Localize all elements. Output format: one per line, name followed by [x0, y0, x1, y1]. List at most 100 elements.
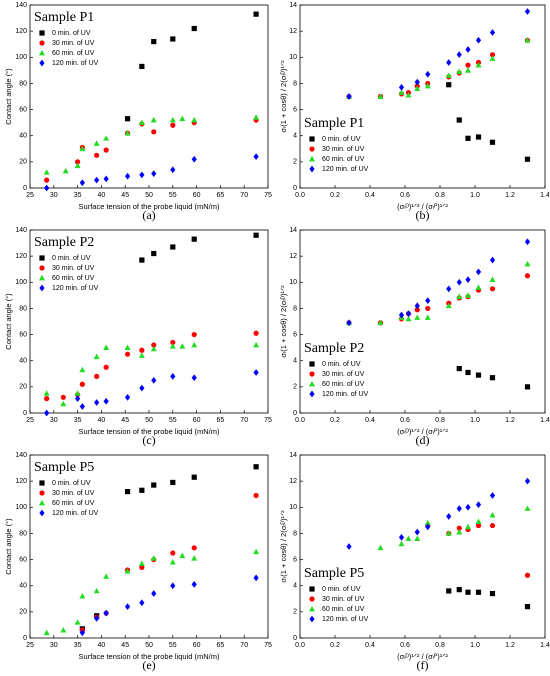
legend-label: 0 min. of UV — [322, 586, 361, 593]
x-tick-label: 30 — [50, 642, 58, 649]
marker — [475, 518, 482, 525]
marker — [191, 581, 197, 588]
y-tick-label: 40 — [19, 583, 27, 590]
y-tick-label: 20 — [19, 384, 27, 391]
series — [425, 522, 531, 578]
y-tick-label: 0 — [293, 635, 297, 642]
marker — [465, 589, 471, 595]
legend-label: 30 min. of UV — [52, 490, 95, 497]
y-tick-label: 8 — [293, 530, 297, 537]
marker — [170, 244, 176, 250]
marker — [524, 384, 531, 390]
marker — [253, 11, 259, 17]
x-tick-label: 1.2 — [505, 642, 515, 649]
marker — [456, 529, 463, 535]
x-tick-label: 50 — [145, 192, 153, 199]
legend-marker — [39, 284, 45, 292]
x-tick-label: 1.4 — [540, 417, 550, 424]
legend-marker — [309, 605, 315, 612]
marker — [456, 365, 462, 372]
marker — [524, 260, 531, 267]
marker — [43, 390, 50, 396]
marker — [93, 140, 100, 146]
marker — [489, 276, 496, 283]
x-tick-label: 55 — [169, 417, 177, 424]
marker — [74, 619, 81, 625]
x-tick-label: 60 — [193, 642, 201, 649]
x-tick-label: 40 — [98, 417, 106, 424]
x-tick-label: 0.2 — [330, 642, 340, 649]
marker — [253, 341, 260, 348]
marker — [414, 307, 420, 313]
marker — [191, 474, 197, 480]
marker — [150, 116, 157, 123]
legend-marker — [39, 274, 45, 281]
marker — [489, 139, 496, 145]
marker — [138, 560, 145, 566]
marker — [414, 78, 420, 86]
legend-label: 60 min. of UV — [52, 50, 95, 57]
x-tick-label: 60 — [193, 192, 201, 199]
x-tick-label: 70 — [240, 642, 248, 649]
marker — [405, 92, 412, 98]
x-tick-label: 0.6 — [400, 417, 410, 424]
x-tick-label: 0.2 — [330, 417, 340, 424]
chart-title: Sample P2 — [304, 341, 364, 356]
legend-marker — [39, 265, 45, 271]
chart: 0.0 0.2 0.4 0.6 0.8 1.0 1.2 1.4 0 2 4 6 8 10 12 14 (σₗᴰ)… — [279, 227, 550, 447]
series — [346, 238, 531, 327]
legend-marker — [309, 165, 315, 173]
marker — [253, 369, 259, 376]
caption: (e) — [142, 658, 155, 672]
marker — [414, 85, 421, 91]
x-axis-label: Surface tension of the probe liquid (mN/… — [79, 202, 220, 211]
marker — [489, 55, 496, 61]
chart: 0.0 0.2 0.4 0.6 0.8 1.0 1.2 1.4 0 2 4 6 8 10 12 14 (σₗᴰ)… — [279, 2, 550, 222]
marker — [445, 302, 452, 309]
legend-label: 0 min. of UV — [322, 361, 361, 368]
chart-title: Sample P2 — [34, 235, 94, 250]
y-tick-label: 12 — [289, 28, 297, 35]
chart: 0.0 0.2 0.4 0.6 0.8 1.0 1.2 1.4 0 2 4 6 8 10 12 14 (σₗᴰ)… — [279, 452, 550, 672]
marker — [253, 232, 259, 238]
series — [124, 11, 259, 122]
x-tick-label: 45 — [121, 642, 129, 649]
marker — [79, 179, 85, 187]
y-tick-label: 80 — [19, 80, 27, 87]
marker — [475, 372, 482, 378]
legend-marker — [39, 255, 45, 261]
legend-marker — [309, 586, 315, 592]
legend-label: 30 min. of UV — [322, 146, 365, 153]
x-tick-label: 0.4 — [365, 417, 375, 424]
marker — [475, 36, 482, 44]
legend-label: 120 min. of UV — [322, 166, 369, 173]
marker — [79, 629, 85, 637]
marker — [465, 67, 471, 73]
x-tick-label: 70 — [240, 192, 248, 199]
marker — [398, 311, 405, 319]
y-axis-label: Contact angle (°) — [4, 518, 13, 575]
marker — [151, 39, 157, 45]
marker — [139, 384, 145, 392]
chart-title: Sample P1 — [304, 116, 364, 131]
marker — [124, 489, 131, 495]
marker — [456, 51, 462, 59]
marker — [124, 603, 131, 611]
legend-label: 120 min. of UV — [322, 616, 369, 623]
series — [44, 330, 259, 402]
marker — [253, 114, 260, 120]
marker — [151, 250, 157, 257]
x-axis-label: (σₗᴰ)¹ᐟ² / (σₗᴾ)¹ᐟ² — [397, 427, 448, 436]
y-tick-label: 60 — [19, 556, 27, 563]
marker — [179, 343, 186, 349]
x-tick-label: 0.0 — [295, 417, 305, 424]
x-tick-label: 60 — [193, 417, 201, 424]
series — [139, 232, 259, 263]
y-axis-label: σₗ(1 + cosθ) / 2(σₗᴰ)¹ᐟ² — [279, 510, 288, 583]
chart-title: Sample P1 — [34, 10, 94, 25]
y-tick-label: 140 — [15, 452, 27, 459]
y-tick-label: 4 — [293, 583, 297, 590]
marker — [170, 36, 176, 42]
marker — [151, 129, 157, 135]
